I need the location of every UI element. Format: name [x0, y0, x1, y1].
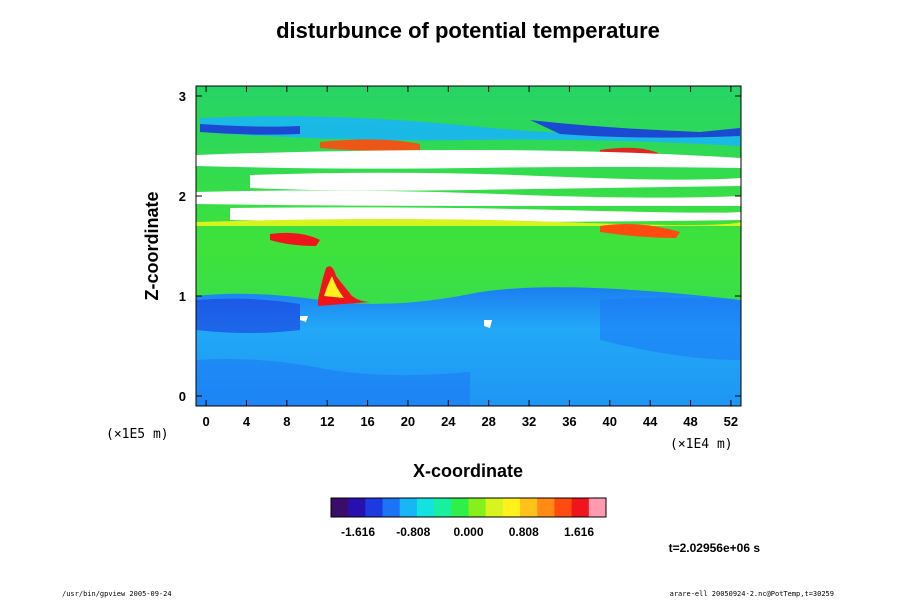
x-tick-label: 24 — [441, 414, 456, 429]
z-unit-label: (×1E5 m) — [106, 427, 169, 442]
x-tick-label: 36 — [562, 414, 576, 429]
colorbar-label: 0.808 — [509, 525, 539, 539]
x-tick-label: 0 — [202, 414, 209, 429]
colorbar-swatch — [537, 498, 555, 517]
colorbar-swatch — [382, 498, 401, 517]
colorbar-swatch — [399, 498, 418, 517]
colorbar-labels: -1.616 -0.808 0.000 0.808 1.616 — [341, 525, 594, 539]
x-axis: 0 4 8 12 16 20 24 28 32 36 40 44 48 52 — [202, 86, 738, 429]
z-tick-label: 0 — [179, 389, 186, 404]
x-tick-label: 40 — [603, 414, 617, 429]
x-tick-label: 20 — [401, 414, 415, 429]
x-tick-label: 48 — [683, 414, 697, 429]
colorbar-swatch — [588, 498, 607, 517]
colorbar — [330, 497, 607, 518]
time-label: t=2.02956e+06 s — [669, 541, 761, 555]
colorbar-label: -1.616 — [341, 525, 375, 539]
colorbar-label: 1.616 — [564, 525, 594, 539]
colorbar-swatch — [554, 498, 573, 517]
colorbar-swatch — [365, 498, 384, 517]
z-axis-label: Z-coordinate — [142, 191, 162, 300]
chart-title: disturbunce of potential temperature — [276, 18, 660, 43]
z-tick-label: 1 — [179, 289, 186, 304]
x-tick-label: 32 — [522, 414, 536, 429]
x-tick-label: 44 — [643, 414, 658, 429]
z-tick-label: 2 — [179, 189, 186, 204]
x-tick-label: 8 — [283, 414, 290, 429]
x-tick-label: 12 — [320, 414, 334, 429]
x-tick-label: 28 — [481, 414, 495, 429]
x-tick-label: 16 — [360, 414, 374, 429]
plot-frame — [195, 85, 742, 407]
colorbar-frame — [330, 497, 607, 518]
plot-area — [196, 86, 741, 406]
colorbar-swatch — [348, 498, 366, 517]
colorbar-swatch — [520, 498, 538, 517]
z-tick-label: 3 — [179, 89, 186, 104]
colorbar-swatch — [571, 498, 590, 517]
footer-right: arare-ell 20050924-2.nc@PotTemp,t=30259 — [669, 590, 834, 598]
footer-left: /usr/bin/gpview 2005-09-24 — [62, 590, 172, 598]
colorbar-label: 0.000 — [453, 525, 483, 539]
saturated-band — [196, 150, 741, 222]
colorbar-swatch — [485, 498, 504, 517]
z-axis: 0 1 2 3 — [179, 89, 741, 404]
colorbar-swatch — [331, 498, 349, 517]
x-axis-label: X-coordinate — [413, 461, 523, 481]
colorbar-swatch — [502, 498, 521, 517]
colorbar-swatch — [434, 498, 452, 517]
x-unit-label: (×1E4 m) — [670, 437, 733, 452]
x-tick-label: 52 — [724, 414, 738, 429]
colorbar-swatch — [468, 498, 487, 517]
colorbar-swatch — [416, 498, 435, 517]
x-tick-label: 4 — [243, 414, 251, 429]
colorbar-label: -0.808 — [396, 525, 430, 539]
colorbar-swatch — [451, 498, 469, 517]
